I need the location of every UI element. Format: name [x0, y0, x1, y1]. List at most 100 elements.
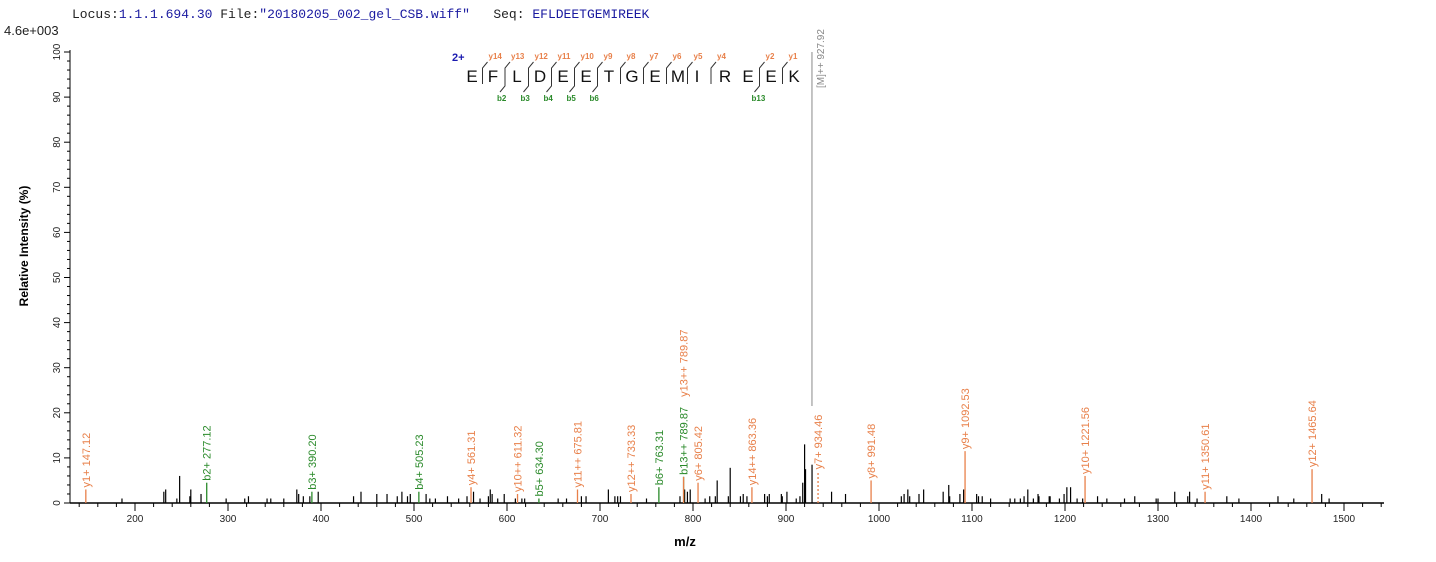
y-ion-label: y1	[789, 52, 798, 61]
y-ion-label: y14	[489, 52, 503, 61]
y-ion-label: y12	[535, 52, 549, 61]
residue: I	[695, 67, 700, 86]
peak-label: y4+ 561.31	[466, 430, 478, 485]
y-cleavage-mark	[620, 61, 626, 84]
peak-label: y1+ 147.12	[81, 433, 93, 488]
y-cleavage-mark	[551, 61, 557, 84]
peak-label: y9+ 1092.53	[960, 388, 972, 449]
residue: D	[534, 67, 546, 86]
y-ion-label: y7	[650, 52, 659, 61]
file-label: File:	[220, 7, 260, 22]
residue: E	[742, 67, 753, 86]
b-cleavage-mark	[592, 68, 598, 93]
residue: L	[512, 67, 521, 86]
b-cleavage-mark	[569, 68, 575, 93]
residue: F	[488, 67, 498, 86]
y-tick-label: 50	[52, 272, 63, 284]
x-tick-label: 1300	[1147, 514, 1170, 525]
residue: E	[580, 67, 591, 86]
x-tick-label: 1000	[868, 514, 891, 525]
y-cleavage-mark	[782, 61, 788, 84]
x-tick-label: 1500	[1333, 514, 1356, 525]
peak-label: b2+ 277.12	[202, 425, 214, 480]
residue: T	[604, 67, 614, 86]
x-tick-label: 300	[220, 514, 237, 525]
y-tick-label: 60	[52, 226, 63, 238]
x-tick-label: 400	[313, 514, 330, 525]
y-tick-label: 0	[52, 500, 63, 506]
b-ion-label: b2	[497, 94, 507, 103]
y-ion-label: y11	[558, 52, 571, 61]
b-ion-label: b13	[752, 94, 766, 103]
locus-label: Locus:	[72, 7, 119, 22]
y-cleavage-mark	[643, 61, 649, 84]
peak-label: y12++ 733.33	[626, 425, 638, 492]
y-cleavage-mark	[597, 61, 603, 84]
y-cleavage-mark	[666, 61, 672, 84]
residue: E	[765, 67, 776, 86]
charge-state: 2+	[452, 52, 465, 64]
b-cleavage-mark	[754, 68, 760, 93]
y-cleavage-mark	[759, 61, 765, 84]
residue: M	[671, 67, 685, 86]
x-tick-label: 1400	[1240, 514, 1263, 525]
peak-label: b4+ 505.23	[414, 434, 426, 489]
b-ion-label: b6	[590, 94, 600, 103]
y-ion-label: y10	[581, 52, 595, 61]
x-tick-label: 700	[592, 514, 609, 525]
peak-label: b5+ 634.30	[534, 441, 546, 496]
y-cleavage-mark	[687, 61, 693, 84]
y-ion-label: y6	[673, 52, 682, 61]
x-tick-label: 1200	[1054, 514, 1077, 525]
y-tick-label: 30	[52, 362, 63, 374]
y-ion-label: y5	[694, 52, 703, 61]
file-value: "20180205_002_gel_CSB.wiff"	[259, 7, 470, 22]
y-ion-label: y4	[717, 52, 726, 61]
b-cleavage-mark	[523, 68, 529, 93]
y-axis-label: Relative Intensity (%)	[17, 186, 31, 307]
y-cleavage-mark	[528, 61, 534, 84]
peak-label: b6+ 763.31	[654, 430, 666, 485]
y-tick-label: 70	[52, 181, 63, 193]
y-tick-label: 90	[52, 91, 63, 103]
peak-label: y11+ 1350.61	[1200, 424, 1212, 490]
peak-label: y10+ 1221.56	[1080, 407, 1092, 474]
y-cleavage-mark	[504, 61, 511, 84]
residue: R	[719, 67, 731, 86]
residue: E	[649, 67, 660, 86]
peak-label: y8+ 991.48	[866, 424, 878, 479]
y-tick-label: 100	[52, 43, 63, 60]
y-cleavage-mark	[710, 61, 717, 84]
peak-label: y7+ 934.46	[813, 415, 825, 470]
x-axis-label: m/z	[674, 534, 696, 549]
x-tick-label: 1100	[961, 514, 983, 525]
seq-label: Seq:	[493, 7, 525, 22]
max-intensity-label: 4.6e+003	[4, 23, 59, 38]
x-tick-label: 500	[406, 514, 423, 525]
b-ion-label: b5	[567, 94, 577, 103]
peak-label: y13++ 789.87	[679, 330, 691, 397]
residue: K	[788, 67, 800, 86]
b-ion-label: b3	[521, 94, 531, 103]
x-tick-label: 200	[127, 514, 144, 525]
y-cleavage-mark	[482, 61, 488, 84]
peak-label: y6+ 805.42	[693, 426, 705, 481]
x-tick-label: 900	[778, 514, 795, 525]
b-ion-label: b4	[544, 94, 554, 103]
y-tick-label: 10	[52, 452, 63, 464]
peak-label: y11++ 675.81	[573, 421, 585, 487]
y-ion-label: y9	[604, 52, 613, 61]
peak-label: y12+ 1465.64	[1307, 400, 1319, 467]
residue: E	[466, 67, 477, 86]
y-tick-label: 40	[52, 317, 63, 329]
precursor-label: [M]++ 927.92	[816, 29, 827, 88]
peak-label: b3+ 390.20	[307, 434, 319, 489]
x-tick-label: 800	[685, 514, 702, 525]
peak-label: b13++ 789.87	[679, 407, 691, 475]
seq-value: EFLDEETGEMIREEK	[532, 7, 650, 22]
y-cleavage-mark	[574, 61, 580, 84]
peak-label: y10++ 611.32	[513, 426, 525, 492]
residue: E	[557, 67, 568, 86]
y-ion-label: y8	[627, 52, 636, 61]
